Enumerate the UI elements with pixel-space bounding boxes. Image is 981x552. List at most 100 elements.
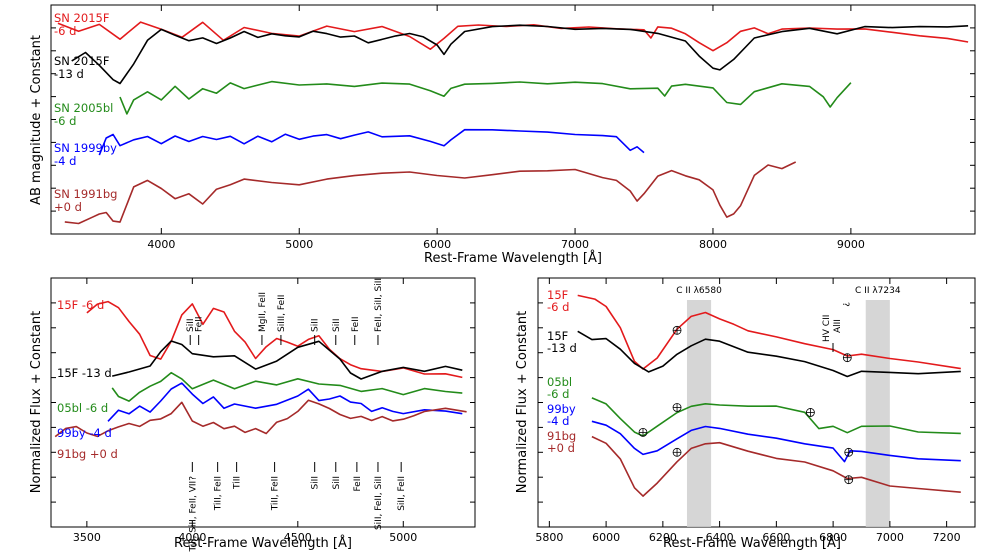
br-x-ticks: 5800 6000 6200 6400 6600 6800 7000 7200	[535, 278, 961, 544]
top-label-1999by-line1: SN 1999by	[54, 141, 117, 155]
top-label-1991bg-line2: +0 d	[54, 200, 82, 214]
top-x-ticks: 4000 5000 6000 7000 8000 9000	[147, 5, 865, 251]
top-label-2015f-6-line1: SN 2015F	[54, 11, 109, 25]
bottom-left-xtick-label-4000: 4000	[178, 531, 206, 544]
top-label-1991bg: SN 1991bg +0 d	[54, 187, 121, 214]
top-series-2	[119, 80, 852, 115]
top-label-2005bl: SN 2005bl -6 d	[54, 101, 117, 128]
bl-top-annotation-3: SiIII, FeII	[277, 295, 287, 332]
bl-top-annotation-2: MgII, FeII	[258, 292, 268, 332]
top-label-2015f-6: SN 2015F -6 d	[54, 11, 113, 38]
br-annotation-hvcii: HV CII	[822, 315, 832, 342]
bl-label-91bg: 91bg +0 d	[57, 447, 118, 461]
br-y-ticks	[538, 302, 975, 503]
bottom-right-xtick-label-6200: 6200	[649, 531, 677, 544]
cii-band-label-1: C II λ7234	[855, 286, 901, 296]
bl-bottom-annotation-2: TiII	[233, 476, 243, 490]
br-label-15f-6-line1: 15F	[547, 288, 568, 302]
bottom-right-series-1	[577, 330, 961, 378]
br-cii-bands: C II λ6580 C II λ7234	[676, 286, 901, 527]
br-label-15f-13-line1: 15F	[547, 329, 568, 343]
br-label-99by: 99by -4 d	[547, 402, 579, 428]
bl-bottom-annotation-8: SiII, FeII	[397, 476, 407, 511]
bl-bottom-annotation-5: SiII	[332, 476, 342, 490]
bl-top-annotation-1: FeII	[195, 316, 205, 332]
top-panel: 4000 5000 6000 7000 8000 9000 Rest-Frame Wave…	[29, 4, 976, 266]
top-y-ticks	[51, 27, 975, 212]
top-label-2015f-6-line2: -6 d	[54, 24, 76, 38]
top-xtick-label-8000: 8000	[699, 238, 727, 251]
bottom-right-series-4	[591, 435, 961, 497]
br-label-15f-6-line2: -6 d	[547, 300, 569, 314]
bl-label-05bl: 05bl -6 d	[57, 401, 108, 415]
earth-marker-7	[844, 475, 854, 485]
earth-marker-5	[672, 447, 682, 457]
br-ylabel: Normalized Flux + Constant	[515, 311, 530, 493]
br-xlabel: Rest-Frame Wavelength [Å]	[663, 535, 841, 551]
top-axes-frame	[50, 4, 976, 235]
cii-band-0	[686, 300, 712, 527]
br-annotation-alii: AlII	[833, 319, 843, 333]
br-label-15f-13: 15F -13 d	[547, 329, 577, 355]
bl-bottom-annotation-0: TiII, SiII, FeII, VII?	[188, 476, 198, 552]
cii-band-1	[865, 300, 890, 527]
bl-y-ticks	[51, 302, 475, 503]
top-xtick-label-7000: 7000	[561, 238, 589, 251]
top-label-2005bl-line1: SN 2005bl	[54, 101, 113, 115]
bl-top-annotation-6: FeII	[351, 316, 361, 332]
bl-label-15f-6: 15F -6 d	[57, 298, 104, 312]
top-ylabel: AB magnitude + Constant	[29, 35, 44, 205]
br-label-91bg: 91bg +0 d	[547, 429, 580, 455]
top-series-3	[98, 128, 645, 156]
br-label-15f-6: 15F -6 d	[547, 288, 572, 314]
earth-marker-0	[672, 325, 682, 335]
bottom-right-xtick-label-7000: 7000	[876, 531, 904, 544]
br-telluric-markers	[638, 325, 854, 485]
br-label-05bl-line2: -6 d	[547, 387, 569, 401]
top-label-2005bl-line2: -6 d	[54, 114, 76, 128]
bottom-left-series-1	[112, 340, 463, 380]
bottom-left-xtick-label-4500: 4500	[284, 531, 312, 544]
top-series-4	[64, 161, 797, 225]
bl-label-15f-13: 15F -13 d	[57, 366, 112, 380]
bottom-right-xtick-label-7200: 7200	[933, 531, 961, 544]
bottom-right-panel: C II λ6580 C II λ7234 5800 6000 6200 6400 660…	[515, 277, 976, 551]
top-label-1999by: SN 1999by -4 d	[54, 141, 121, 168]
earth-marker-2	[806, 408, 815, 417]
bl-bottom-annotation-3: TiII, FeII	[271, 476, 281, 511]
br-label-15f-13-line2: -13 d	[547, 341, 577, 355]
br-label-99by-line2: -4 d	[547, 414, 569, 428]
cii-band-label-0: C II λ6580	[676, 286, 722, 296]
top-xtick-label-9000: 9000	[837, 238, 865, 251]
top-xlabel: Rest-Frame Wavelength [Å]	[424, 250, 602, 266]
top-series-group	[57, 21, 969, 225]
bl-bottom-annotation-4: SiII	[311, 476, 321, 490]
earth-marker-4	[672, 403, 682, 412]
br-series-group	[577, 294, 961, 497]
top-xtick-label-5000: 5000	[285, 238, 313, 251]
bl-bottom-annotation-1: TiII, FeII	[214, 476, 224, 511]
top-label-1999by-line2: -4 d	[54, 154, 76, 168]
br-label-91bg-line2: +0 d	[547, 441, 575, 455]
bottom-right-xtick-label-6400: 6400	[706, 531, 734, 544]
br-label-05bl-line1: 05bl	[547, 375, 572, 389]
br-annotation-question: ?	[840, 302, 850, 307]
bottom-right-series-3	[591, 420, 961, 463]
bl-bottom-annotation-6: FeII	[353, 476, 363, 492]
top-series-1	[71, 24, 969, 85]
bottom-right-xtick-label-6600: 6600	[762, 531, 790, 544]
top-series-labels: SN 2015F -6 d SN 2015F -13 d SN 2005bl -…	[54, 11, 121, 214]
bottom-left-series-4	[54, 399, 467, 438]
br-label-91bg-line1: 91bg	[547, 429, 576, 443]
bottom-left-series-0	[86, 300, 463, 379]
bottom-left-series-2	[111, 371, 463, 402]
bl-series-labels: 15F -6 d 15F -13 d 05bl -6 d 99by -4 d 9…	[57, 298, 118, 461]
bl-x-ticks: 3500 4000 4500 5000	[73, 278, 417, 544]
bottom-right-xtick-label-5800: 5800	[535, 531, 563, 544]
bl-bottom-annotation-7: SiII, FeII, SiII	[374, 476, 384, 530]
top-label-2015f-13: SN 2015F -13 d	[54, 54, 113, 81]
bottom-left-xtick-label-3500: 3500	[73, 531, 101, 544]
earth-marker-3	[638, 427, 648, 437]
